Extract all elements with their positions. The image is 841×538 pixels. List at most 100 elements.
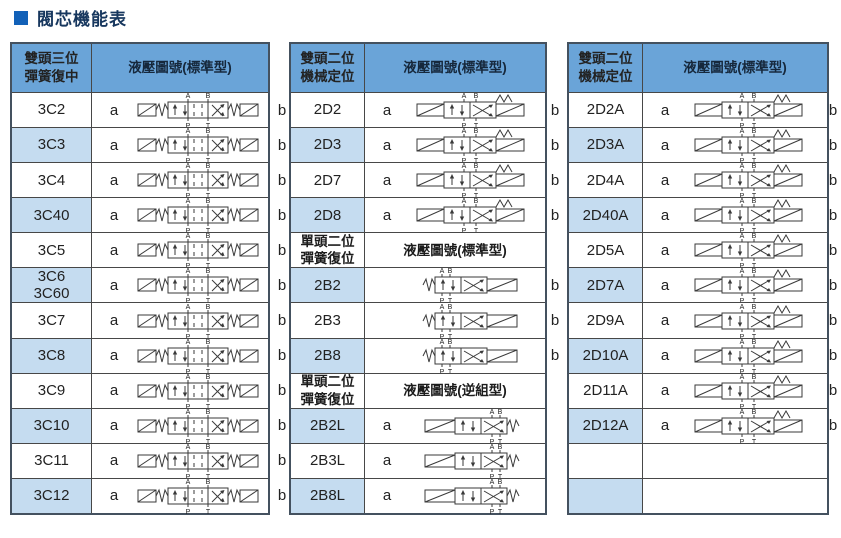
section-header-row: 單頭二位 彈簧復位 液壓圖號(標準型)	[291, 232, 545, 268]
diagram-column-header-cell: 液壓圖號(標準型)	[365, 44, 545, 92]
model-code-cell: 2D8	[291, 198, 365, 233]
solenoid-a-label: a	[660, 312, 670, 329]
model-code: 2D7A	[586, 276, 625, 294]
solenoid-a-label: a	[382, 487, 392, 505]
empty-symbol-cell	[643, 479, 827, 513]
port-label-b: B	[498, 479, 503, 486]
model-code: 2D8	[313, 206, 342, 224]
solenoid-a-label: a	[660, 347, 670, 365]
diagram-column-header-text: 液壓圖號(逆組型)	[403, 382, 507, 398]
solenoid-a-label: a	[109, 487, 119, 505]
port-label-t: T	[206, 404, 211, 410]
valve-symbol-3pos-spring-centered: A B P T	[128, 442, 268, 480]
valve-symbol-3pos-spring-centered: A B P T	[128, 266, 268, 304]
port-label-p: P	[186, 298, 191, 304]
solenoid-a-label: a	[109, 241, 119, 259]
model-code-cell: 2B8	[291, 338, 365, 373]
diagram-column-header-cell: 液壓圖號(標準型)	[643, 44, 827, 92]
solenoid-a-label: a	[660, 382, 670, 400]
port-label-p: P	[186, 193, 191, 199]
model-code: 2D40A	[582, 206, 629, 224]
solenoid-b-label: b	[277, 382, 287, 400]
model-code: 3C5	[37, 241, 66, 259]
port-label-p: P	[186, 263, 191, 269]
model-code-cell: 3C8	[12, 338, 92, 373]
solenoid-a-label: a	[109, 276, 119, 294]
model-code: 2D2A	[586, 101, 625, 119]
port-label-b: B	[448, 304, 453, 311]
port-label-t: T	[752, 298, 757, 304]
port-label-p: P	[186, 404, 191, 410]
model-code: 3C11	[34, 452, 69, 470]
port-label-p: P	[186, 509, 191, 515]
port-label-p: P	[740, 123, 745, 129]
diagram-column-header-text: 液壓圖號(標準型)	[128, 60, 232, 76]
port-label-a: A	[740, 198, 745, 205]
model-code: 3C9	[37, 382, 66, 400]
valve-symbol-3pos-spring-centered: A B P T	[137, 163, 259, 199]
solenoid-b-label: b	[277, 417, 287, 435]
port-label-p: P	[462, 158, 467, 164]
port-label-t: T	[498, 509, 503, 515]
row-type-header-cell: 雙頭二位 機械定位	[569, 44, 643, 92]
port-label-a: A	[440, 304, 445, 311]
solenoid-a-label: a	[382, 206, 392, 224]
solenoid-a-label: a	[660, 171, 670, 189]
model-code-cell: 2D3A	[569, 128, 643, 163]
model-code-cell: 2D7	[291, 163, 365, 198]
model-code-cell: 3C7	[12, 303, 92, 338]
solenoid-a-label: a	[660, 136, 670, 154]
table-row: 2B8L a A B P T	[291, 477, 545, 515]
valve-symbol-3pos-spring-centered: A B P T	[137, 479, 259, 515]
solenoid-b-label: b	[828, 206, 838, 224]
port-label-t: T	[206, 298, 211, 304]
empty-row	[569, 442, 827, 478]
valve-symbol-3pos-spring-centered: A B P T	[128, 337, 268, 375]
model-code: 3C3	[37, 136, 66, 154]
port-label-b: B	[752, 304, 757, 311]
solenoid-a-label: a	[382, 417, 392, 435]
port-label-p: P	[462, 193, 467, 199]
port-label-b: B	[206, 444, 211, 451]
solenoid-b-label: b	[277, 276, 287, 294]
model-code-cell: 3C6 3C60	[12, 268, 92, 303]
port-label-p: P	[186, 439, 191, 445]
solenoid-a-label: a	[109, 347, 119, 365]
port-label-a: A	[740, 128, 745, 135]
port-label-b: B	[752, 163, 757, 170]
model-code: 2B8L	[309, 487, 346, 505]
port-label-t: T	[474, 158, 479, 164]
port-label-a: A	[462, 163, 467, 170]
port-label-t: T	[474, 193, 479, 199]
